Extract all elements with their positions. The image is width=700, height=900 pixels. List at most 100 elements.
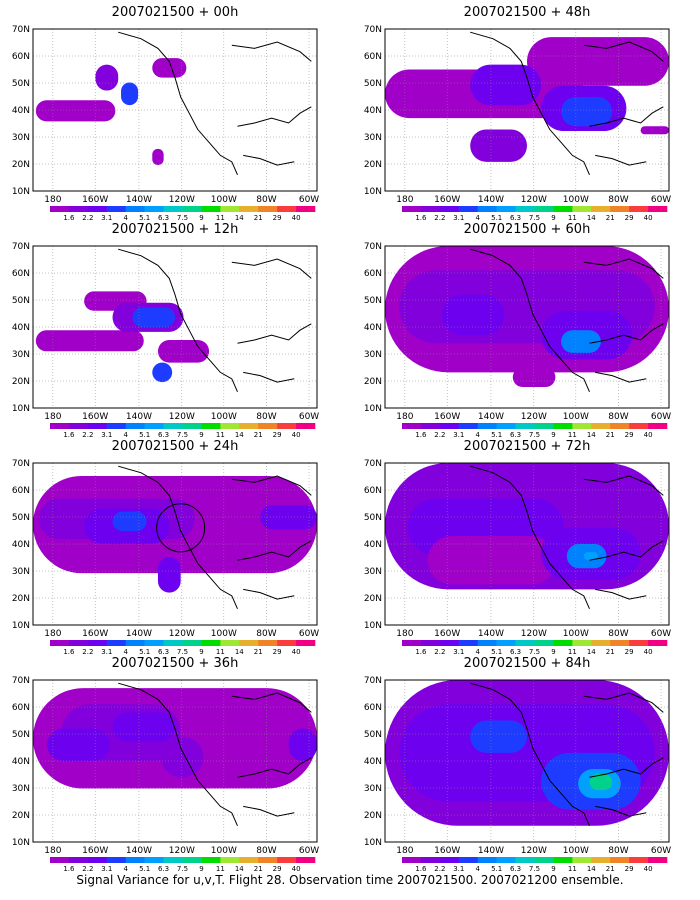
y-tick-label: 40N [364,106,382,116]
x-tick-label: 140W [478,846,504,856]
colorbar-label: 1.6 [415,214,427,222]
colorbar-label: 14 [235,214,244,222]
y-tick-label: 20N [12,811,30,821]
colorbar-label: 40 [644,214,653,222]
colorbar-label: 3.1 [101,865,112,873]
map-frame [384,28,670,192]
colorbar-swatch [277,640,297,646]
colorbar-swatch [163,640,183,646]
colorbar-label: 40 [292,648,301,656]
colorbar-swatch [458,640,479,646]
variance-region [260,505,317,530]
coastline [470,682,590,827]
variance-region [512,367,556,387]
colorbar-swatch [201,423,221,429]
colorbar-swatch [496,640,516,646]
x-tick-label: 180 [396,195,413,205]
y-tick-label: 40N [364,757,382,767]
colorbar-swatch [220,640,240,646]
colorbar-swatch [50,423,70,429]
colorbar-label: 2.2 [434,214,445,222]
y-tick-label: 20N [364,160,382,170]
map-panel: 2007021500 + 84h 180 160W 140W 120W 100W 80W 60… [352,656,700,873]
colorbar-label: 7.5 [529,431,540,439]
colorbar-swatch [182,857,202,863]
map-panel: 2007021500 + 00h 180 160W 140W 120W 100W 80W 60… [0,5,350,222]
y-tick-label: 60N [12,52,30,62]
colorbar-swatch [591,640,611,646]
x-tick-label: 180 [396,846,413,856]
colorbar-swatch [572,206,592,212]
colorbar-swatch [610,640,630,646]
colorbar-swatch [277,857,297,863]
colorbar-swatch [402,423,422,429]
colorbar-label: 7.5 [177,214,188,222]
y-tick-label: 50N [364,79,382,89]
colorbar-label: 40 [644,431,653,439]
x-tick-label: 120W [521,629,547,639]
colorbar-label: 11 [216,865,225,873]
colorbar-swatch [458,423,479,429]
y-tick-label: 50N [364,513,382,523]
colorbar-label: 29 [273,865,282,873]
colorbar-label: 21 [254,648,263,656]
colorbar-swatch [50,640,70,646]
y-tick-label: 10N [364,621,382,631]
map-frame [32,462,318,626]
colorbar-swatch [402,640,422,646]
x-tick-label: 140W [126,629,152,639]
colorbar-swatch [87,206,108,212]
colorbar-swatch [610,423,630,429]
x-tick-label: 160W [434,195,460,205]
colorbar-label: 7.5 [177,865,188,873]
colorbar-swatch [402,857,422,863]
variance-region [561,330,601,353]
x-tick-label: 100W [563,412,589,422]
y-tick-label: 30N [364,350,382,360]
x-tick-label: 60W [299,629,319,639]
colorbar-swatch [87,423,108,429]
colorbar-label: 14 [587,865,596,873]
panel-title: 2007021500 + 48h [463,5,591,20]
panel-title: 2007021500 + 24h [111,439,239,454]
colorbar-swatch [68,423,89,429]
colorbar-label: 7.5 [529,865,540,873]
x-tick-label: 60W [651,629,671,639]
colorbar-swatch [239,640,259,646]
colorbar-swatch [125,423,145,429]
x-tick-label: 160W [434,412,460,422]
y-tick-label: 70N [364,25,382,35]
x-tick-label: 80W [608,412,628,422]
y-tick-label: 40N [12,540,30,550]
variance-region [157,339,210,363]
colorbar-label: 2.2 [434,648,445,656]
figure-caption: Signal Variance for u,v,T. Flight 28. Ob… [76,873,624,887]
x-tick-label: 180 [396,629,413,639]
colorbar-swatch [439,640,460,646]
map-panel: 2007021500 + 72h 180 160W 140W 120W 100W 80W 60… [352,439,700,656]
colorbar-swatch [553,640,573,646]
colorbar-swatch [477,640,497,646]
colorbar-label: 7.5 [177,648,188,656]
colorbar-swatch [629,423,649,429]
x-tick-label: 120W [521,846,547,856]
colorbar-label: 14 [587,214,596,222]
colorbar-swatch [296,857,316,863]
colorbar-label: 1.6 [415,648,427,656]
colorbar-swatch [629,640,649,646]
x-tick-label: 120W [169,195,195,205]
coastline [231,692,312,713]
x-tick-label: 100W [211,846,237,856]
colorbar-swatch [125,206,145,212]
x-tick-label: 120W [169,629,195,639]
colorbar-swatch [420,206,441,212]
colorbar-label: 1.6 [415,865,427,873]
colorbar-swatch [258,423,278,429]
x-tick-label: 80W [256,195,276,205]
x-tick-label: 100W [211,412,237,422]
colorbar-swatch [50,206,70,212]
colorbar-label: 9 [199,648,203,656]
y-tick-label: 70N [12,242,30,252]
x-tick-label: 160W [434,846,460,856]
colorbar-swatch [106,206,127,212]
